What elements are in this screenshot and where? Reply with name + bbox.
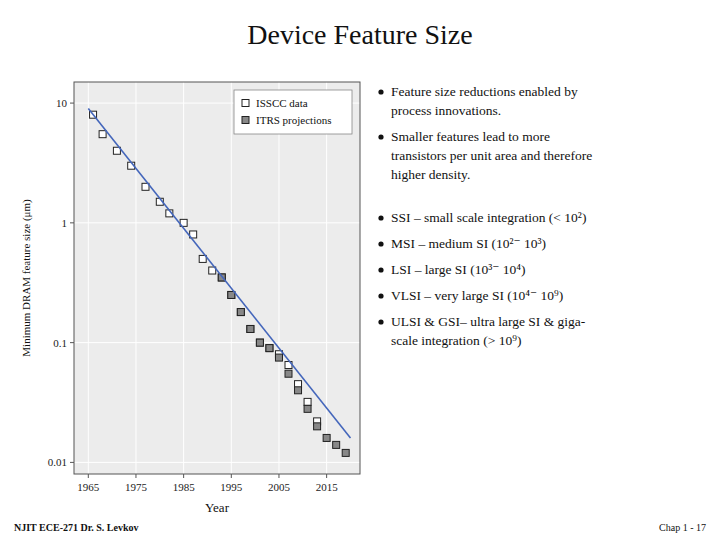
- legend: ISSCC data ITRS projections: [234, 90, 352, 134]
- series-points: [90, 111, 321, 425]
- point: [275, 354, 282, 361]
- annotation: Smaller features lead to more: [391, 129, 550, 144]
- point: [237, 309, 244, 316]
- x-tick-label: 1965: [77, 481, 100, 493]
- grid: [74, 82, 360, 474]
- y-tick: [70, 222, 74, 223]
- x-tick: [278, 474, 279, 478]
- bullet: [378, 293, 383, 298]
- point: [323, 434, 330, 441]
- x-axis-label: Year: [205, 500, 230, 515]
- grid-line: [135, 82, 136, 474]
- grid-line: [231, 82, 232, 474]
- grid-line: [74, 222, 360, 223]
- grid-line: [326, 82, 327, 474]
- annotation: LSI – large SI (10³⁻ 10⁴): [391, 262, 526, 277]
- point: [247, 325, 254, 332]
- grid-line: [183, 82, 184, 474]
- y-tick: [70, 342, 74, 343]
- grid-line: [74, 462, 360, 463]
- legend-box: [234, 90, 352, 134]
- annotation: VLSI – very large SI (10⁴⁻ 10⁹): [391, 288, 563, 303]
- grid-line: [74, 342, 360, 343]
- point: [266, 345, 273, 352]
- point: [342, 449, 349, 456]
- point: [256, 339, 263, 346]
- background: [0, 0, 720, 540]
- footer-right: Chap 1 - 17: [659, 522, 706, 533]
- legend-swatch: [242, 117, 249, 124]
- x-tick-label: 2005: [268, 481, 291, 493]
- bullet: [378, 241, 383, 246]
- x-tick: [326, 474, 327, 478]
- bullet: [378, 267, 383, 272]
- point: [266, 345, 273, 352]
- title: Device Feature Size: [247, 19, 472, 50]
- point: [285, 370, 292, 377]
- legend-entry: ISSCC data: [256, 97, 308, 109]
- x-tick-label: 1985: [173, 481, 196, 493]
- footer-left: NJIT ECE-271 Dr. S. Levkov: [14, 522, 138, 533]
- grid-line: [278, 82, 279, 474]
- annotation: ULSI & GSI– ultra large SI & giga-: [391, 314, 586, 329]
- x-tick-label: 2015: [316, 481, 339, 493]
- chart: Device Feature Size 1965 1975 1985 1995 2005 2…: [0, 0, 720, 540]
- grid-line: [88, 82, 89, 474]
- x-tick-label: 1975: [125, 481, 148, 493]
- annotation: scale integration (> 10⁹): [391, 333, 521, 348]
- y-tick: [70, 462, 74, 463]
- bullet: [378, 215, 383, 220]
- x-tick: [135, 474, 136, 478]
- plot-frame: [74, 82, 360, 474]
- point: [333, 441, 340, 448]
- y-axis-label: Minimum DRAM feature size (μm): [20, 199, 33, 357]
- point: [304, 398, 311, 405]
- bullet: [378, 134, 383, 139]
- trend-line: [88, 109, 350, 438]
- y-tick-label: 0.1: [53, 337, 67, 349]
- bullet: [378, 319, 383, 324]
- point: [295, 387, 302, 394]
- point: [304, 405, 311, 412]
- annotation: SSI – small scale integration (< 10²): [391, 210, 586, 225]
- annotation: Feature size reductions enabled by: [391, 84, 578, 99]
- annotation: MSI – medium SI (10²⁻ 10³): [391, 236, 546, 251]
- x-tick-label: 1995: [220, 481, 243, 493]
- legend-entry: ITRS projections: [256, 114, 331, 126]
- point: [247, 325, 254, 332]
- plot-background: [74, 82, 360, 474]
- x-tick: [88, 474, 89, 478]
- y-tick-label: 10: [56, 97, 68, 109]
- point: [256, 339, 263, 346]
- y-tick: [70, 103, 74, 104]
- point: [237, 309, 244, 316]
- annotation: higher density.: [391, 167, 470, 182]
- notes: Feature size reductions enabled by proces…: [378, 84, 592, 348]
- x-tick: [183, 474, 184, 478]
- axes: 1965 1975 1985 1995 2005 2015 0.01 0.1 1 10 Year Mi…: [20, 97, 338, 515]
- x-tick: [231, 474, 232, 478]
- point: [314, 423, 321, 430]
- marks: [88, 109, 350, 457]
- y-tick-label: 0.01: [48, 456, 67, 468]
- series-points: [218, 274, 349, 456]
- legend-swatch: [242, 100, 249, 107]
- annotation: process innovations.: [391, 103, 501, 118]
- point: [99, 131, 106, 138]
- y-tick-label: 1: [62, 217, 68, 229]
- bullet: [378, 89, 383, 94]
- annotation: transistors per unit area and therefore: [391, 148, 592, 163]
